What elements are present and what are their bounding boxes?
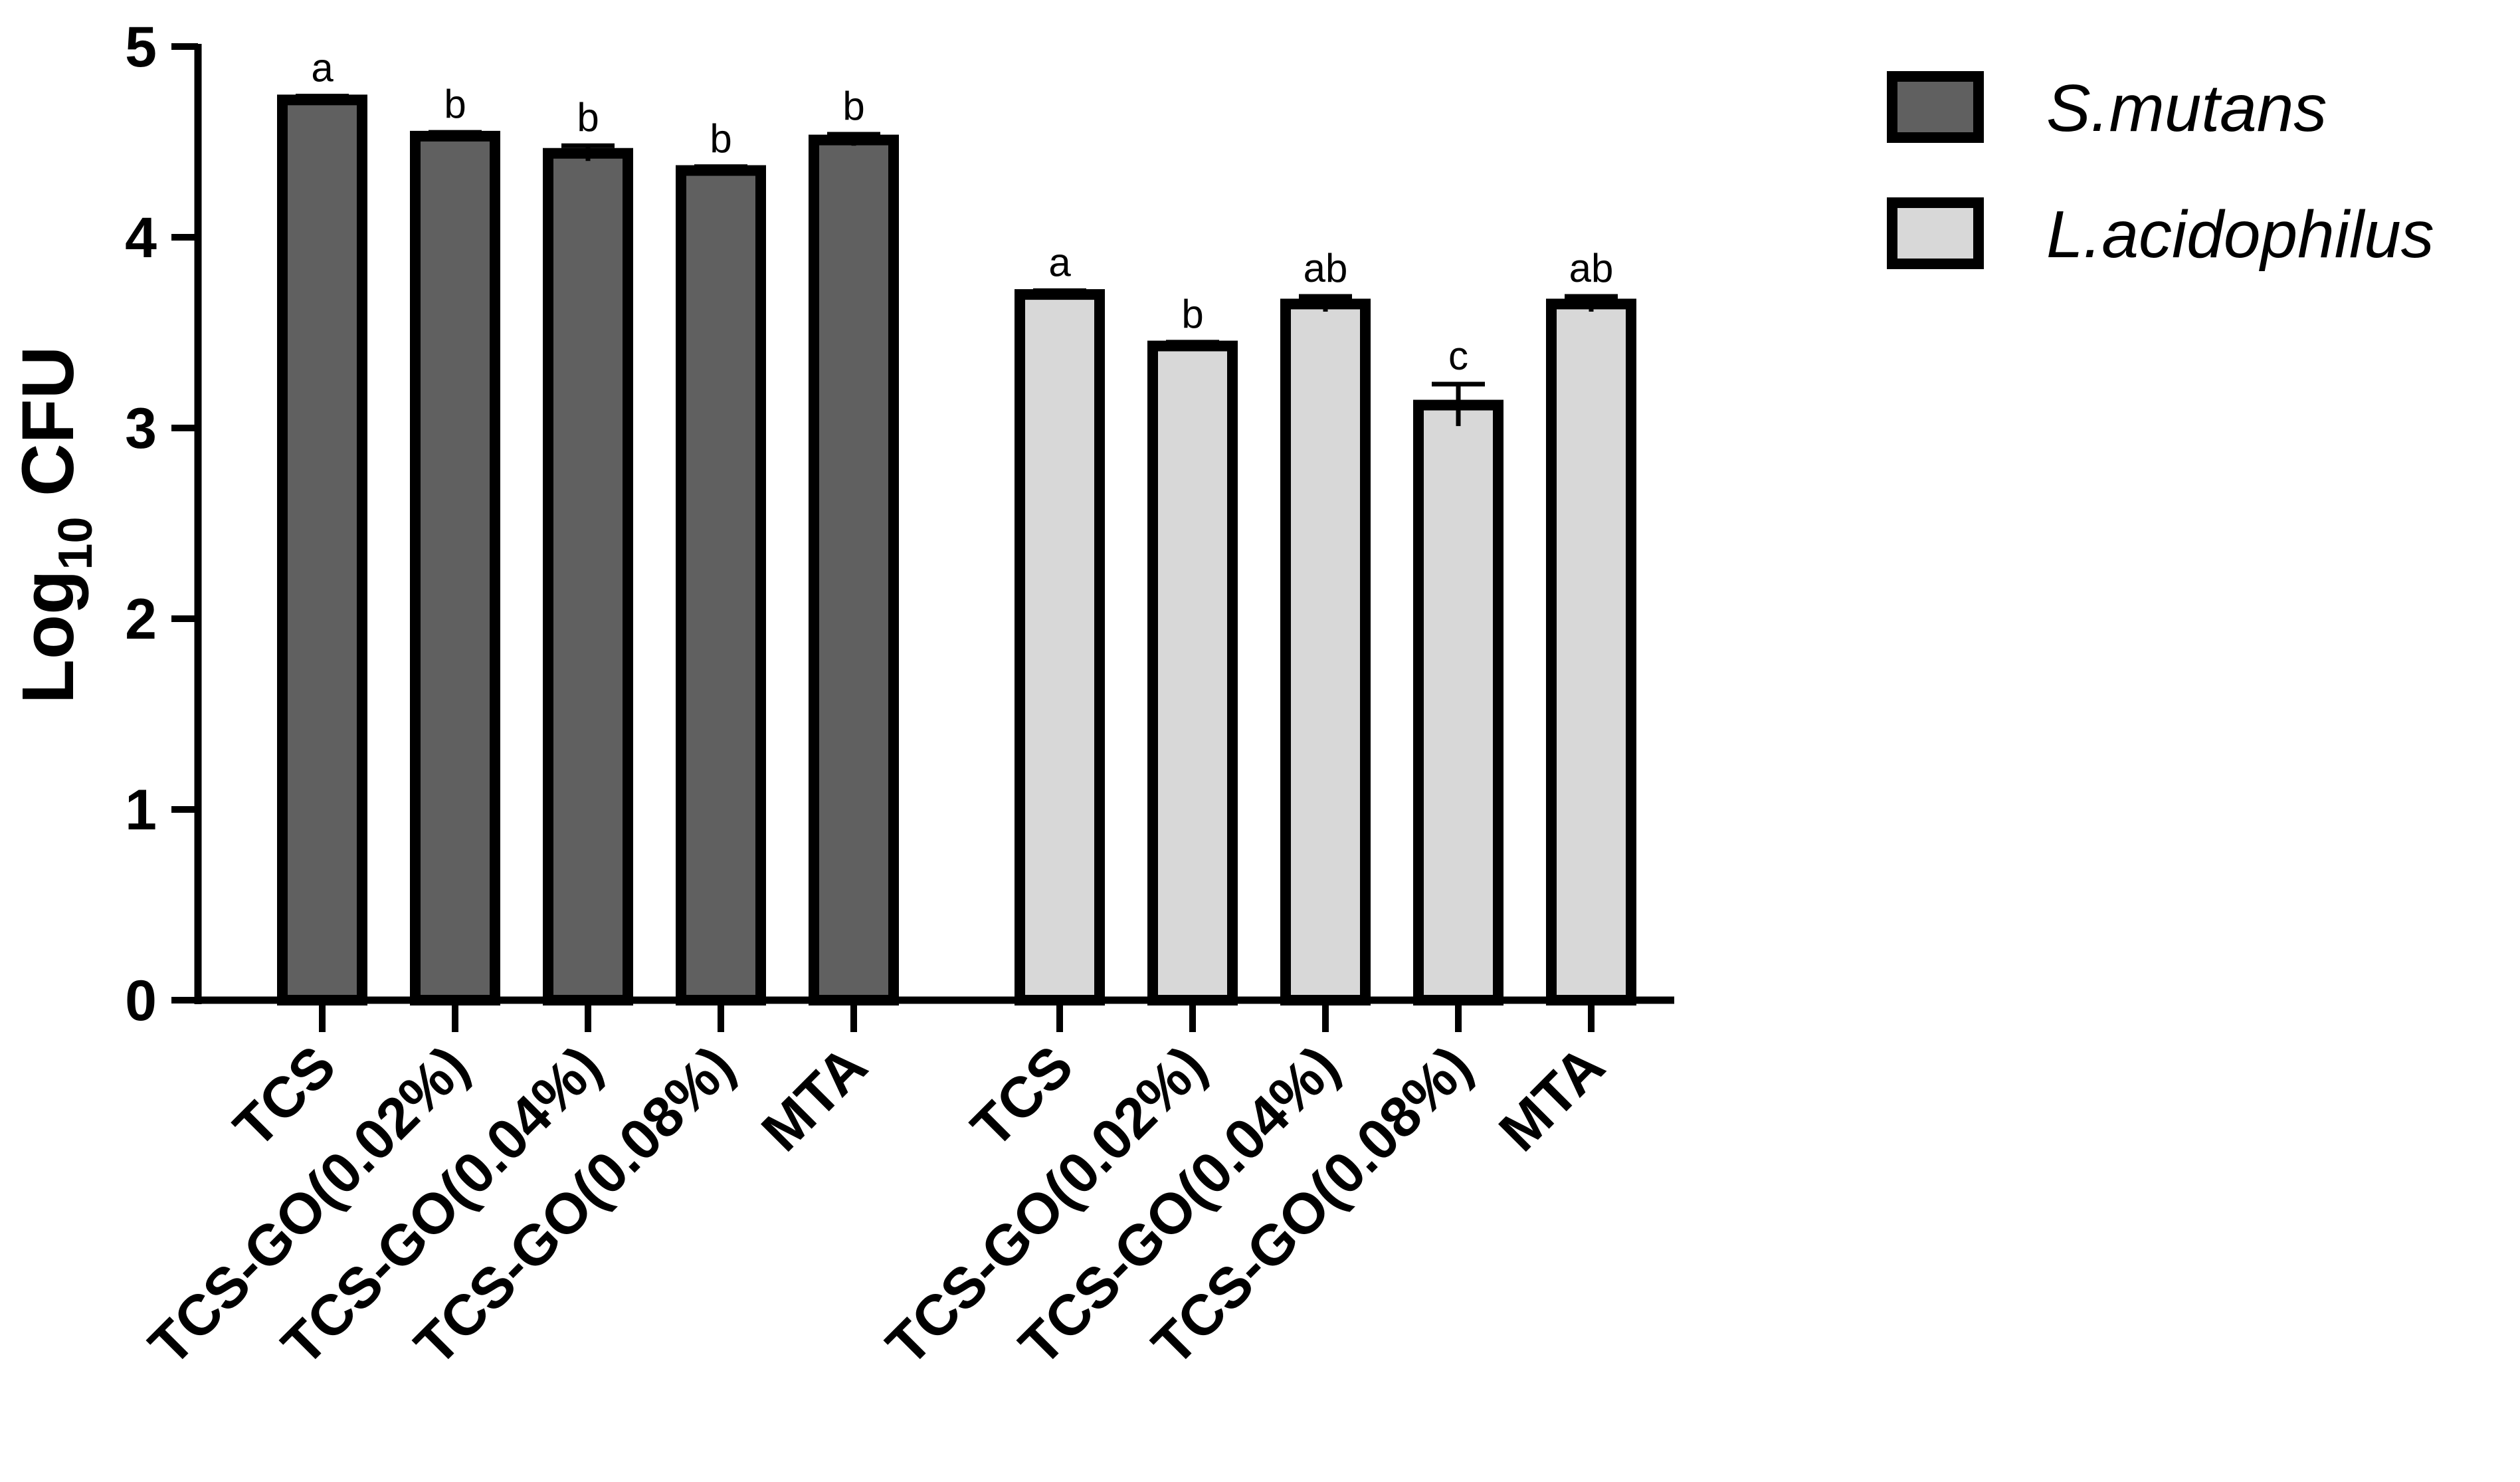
y-tick-label: 0 <box>125 969 157 1033</box>
bar <box>809 134 899 1006</box>
bar <box>676 165 766 1006</box>
legend-swatch <box>1887 71 1984 143</box>
x-tick-label: MTA <box>749 1034 879 1164</box>
bar <box>1147 340 1238 1006</box>
bar <box>1546 298 1636 1006</box>
significance-label: b <box>1181 292 1203 336</box>
y-tick-label: 4 <box>125 206 157 270</box>
significance-label: b <box>577 95 599 140</box>
legend: S.mutans L.acidophilus <box>1887 71 2434 272</box>
significance-label: b <box>444 82 466 126</box>
bar <box>1413 399 1503 1006</box>
y-tick-label: 2 <box>125 587 157 651</box>
y-axis-title-unit: CFU <box>7 346 89 517</box>
significance-label: c <box>1448 334 1468 378</box>
significance-label: ab <box>1304 246 1348 290</box>
y-axis-title: Log10 CFU <box>7 346 102 704</box>
significance-label: a <box>311 46 334 90</box>
bar <box>1280 298 1371 1006</box>
legend-swatch <box>1887 197 1984 269</box>
y-tick-label: 1 <box>125 778 157 842</box>
x-tick-label: MTA <box>1487 1034 1616 1164</box>
significance-label: a <box>1048 240 1071 284</box>
bar <box>543 148 633 1006</box>
y-tick-label: 3 <box>125 397 157 461</box>
significance-label: b <box>842 84 864 128</box>
y-tick-label: 5 <box>125 15 157 79</box>
bar <box>277 94 367 1006</box>
legend-label: L.acidophilus <box>2046 197 2434 272</box>
significance-label: b <box>710 116 731 161</box>
bar <box>1015 289 1105 1006</box>
legend-label: S.mutans <box>2046 71 2327 146</box>
significance-label: ab <box>1569 246 1614 290</box>
y-axis-title-main: Log <box>7 570 89 704</box>
bar <box>410 130 500 1006</box>
y-axis-title-subscript: 10 <box>49 516 102 570</box>
y-axis-label: Log10 CFU <box>7 346 102 704</box>
